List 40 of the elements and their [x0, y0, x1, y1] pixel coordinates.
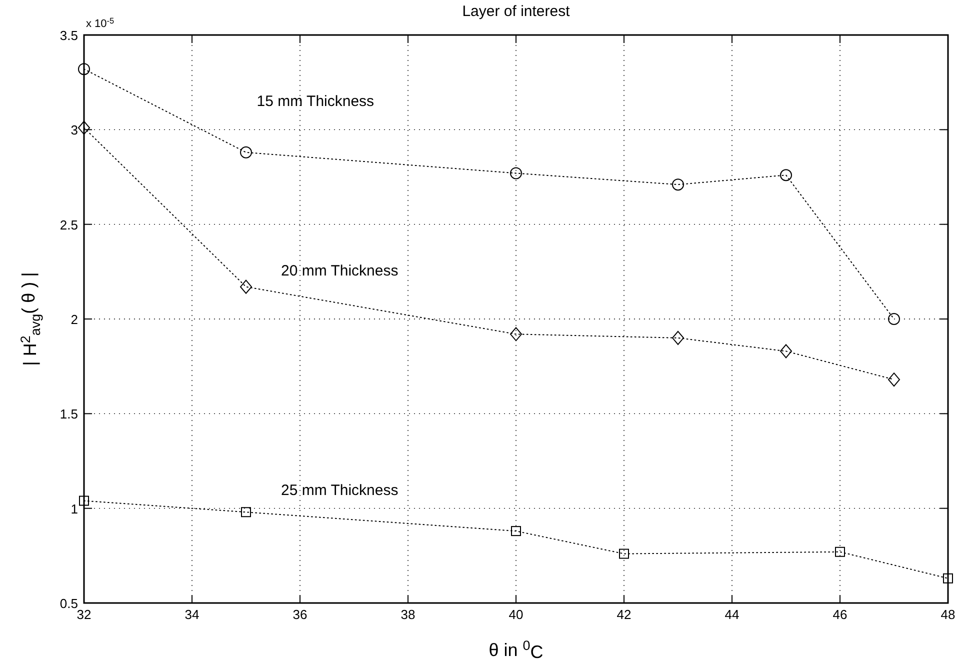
point — [888, 313, 900, 325]
y-tick-label: 2.5 — [60, 217, 78, 232]
annotation: 25 mm Thickness — [280, 482, 398, 500]
x-tick-label: 34 — [184, 607, 200, 622]
point — [240, 146, 252, 158]
point — [79, 496, 89, 506]
x-tick-label: 32 — [76, 607, 92, 622]
y-tick-label: 1 — [70, 501, 78, 516]
x-tick-label: 48 — [940, 607, 956, 622]
x-axis-title: θ in $^{0}$C — [488, 638, 544, 662]
chart-title: Layer of interest — [462, 3, 571, 20]
point — [241, 507, 251, 518]
point — [835, 546, 845, 557]
point — [672, 330, 684, 345]
annotation: 20 mm Thickness — [280, 262, 398, 280]
point — [511, 526, 521, 536]
annotation: 15 mm Thickness — [256, 93, 374, 110]
point — [780, 169, 792, 182]
y-tick-label: 3.5 — [60, 28, 78, 43]
point — [510, 327, 522, 342]
point — [943, 573, 953, 584]
point — [619, 548, 629, 559]
point — [888, 372, 900, 387]
point — [78, 120, 90, 135]
point — [510, 167, 522, 180]
y-tick-label: 1.5 — [60, 406, 78, 422]
x-tick-label: 40 — [508, 607, 524, 622]
x-tick-label: 46 — [832, 607, 848, 622]
point — [78, 63, 90, 76]
point — [780, 344, 792, 358]
x-tick-label: 44 — [724, 607, 740, 622]
point — [672, 178, 684, 191]
y-tick-label: 3 — [70, 122, 78, 138]
x-tick-label: 38 — [400, 607, 416, 622]
y-tick-label: 0.5 — [60, 596, 78, 611]
x-tick-label: 42 — [616, 607, 632, 622]
y-tick-label: 2 — [70, 312, 78, 327]
text: x 10$^{-5}$ — [86, 16, 115, 30]
point — [240, 280, 252, 294]
x-tick-label: 36 — [292, 607, 308, 622]
